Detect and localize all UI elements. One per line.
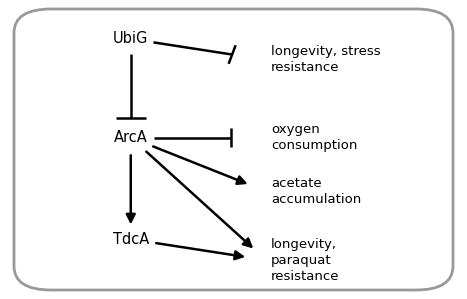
Text: longevity, stress
resistance: longevity, stress resistance — [271, 45, 381, 74]
Text: UbiG: UbiG — [113, 31, 149, 46]
Text: TdcA: TdcA — [113, 232, 149, 247]
Text: longevity,
paraquat
resistance: longevity, paraquat resistance — [271, 238, 340, 283]
Text: acetate
accumulation: acetate accumulation — [271, 177, 361, 206]
Text: ArcA: ArcA — [114, 130, 148, 145]
Text: oxygen
consumption: oxygen consumption — [271, 123, 357, 152]
FancyBboxPatch shape — [14, 9, 453, 290]
